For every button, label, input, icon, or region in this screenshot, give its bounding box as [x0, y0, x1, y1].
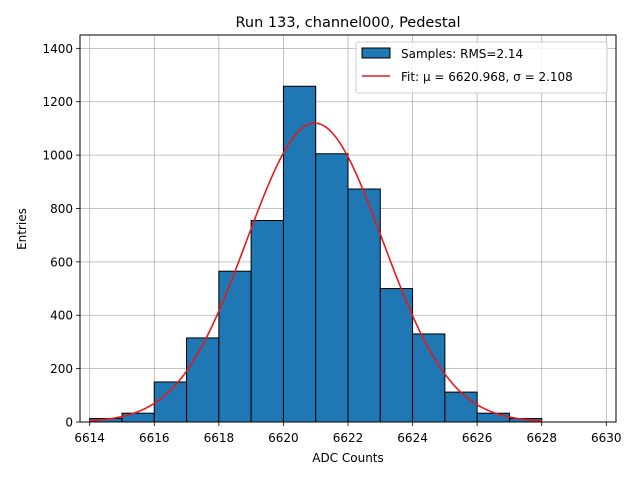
- legend-histogram-label: Samples: RMS=2.14: [401, 47, 523, 61]
- y-tick-label: 200: [50, 362, 73, 376]
- x-tick-label: 6618: [204, 431, 235, 445]
- y-tick-label: 1400: [42, 42, 73, 56]
- histogram-bar: [186, 337, 220, 423]
- y-tick-label: 1200: [42, 95, 73, 109]
- x-tick-label: 6622: [333, 431, 364, 445]
- legend-box: [355, 41, 608, 94]
- histogram-bar: [476, 412, 510, 423]
- histogram-bar: [412, 333, 446, 423]
- y-tick-label: 400: [50, 309, 73, 323]
- y-axis-ticks: 0 200 400 600 800 1000 1200 1400: [42, 42, 80, 430]
- gaussian-fit-line: [89, 122, 542, 422]
- x-tick-label: 6616: [139, 431, 170, 445]
- x-tick-label: 6628: [526, 431, 557, 445]
- histogram-bar: [250, 219, 284, 423]
- y-tick-label: 1000: [42, 149, 73, 163]
- y-tick-label: 0: [65, 416, 73, 430]
- histogram-bar: [153, 381, 188, 423]
- x-tick-label: 6626: [462, 431, 493, 445]
- histogram-bar: [444, 391, 478, 423]
- histogram-bar: [379, 288, 414, 423]
- y-tick-label: 600: [50, 255, 73, 269]
- histogram-bar: [121, 412, 155, 423]
- legend-fit-label: Fit: μ = 6620.968, σ = 2.108: [401, 70, 573, 84]
- histogram-bar: [315, 153, 349, 423]
- y-axis-label: Entries: [15, 208, 29, 250]
- y-tick-label: 800: [50, 202, 73, 216]
- fit-curve-layer: [89, 122, 542, 422]
- x-axis-label: ADC Counts: [312, 451, 384, 465]
- histogram-bar: [347, 188, 381, 423]
- x-tick-label: 6620: [268, 431, 299, 445]
- chart-title: Run 133, channel000, Pedestal: [235, 15, 460, 31]
- legend-histogram-swatch: [361, 47, 391, 59]
- x-tick-label: 6614: [74, 431, 105, 445]
- histogram-bar: [218, 270, 252, 423]
- x-axis-ticks: 6614 6616 6618 6620 6622 6624 6626 6628 6630: [74, 422, 622, 445]
- histogram-bar: [282, 85, 317, 423]
- legend: Samples: RMS=2.14 Fit: μ = 6620.968, σ =…: [355, 41, 608, 94]
- x-tick-label: 6630: [591, 431, 622, 445]
- x-tick-label: 6624: [397, 431, 428, 445]
